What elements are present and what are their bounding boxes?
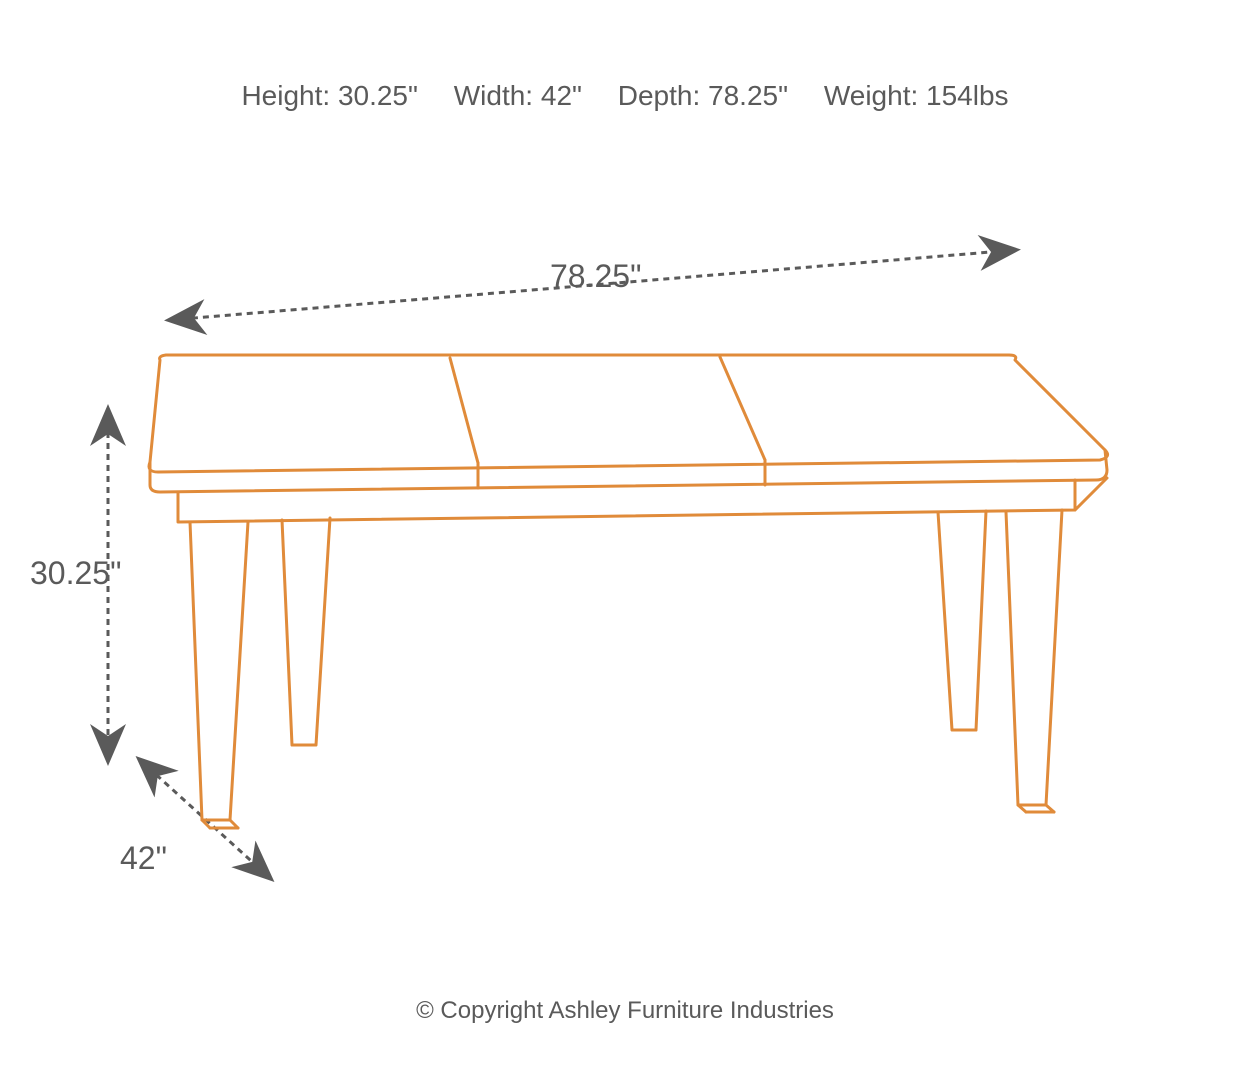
diagram-svg <box>0 0 1250 1080</box>
table-top-seam-2 <box>720 357 765 460</box>
diagram-container: Height: 30.25" Width: 42" Depth: 78.25" … <box>0 0 1250 1080</box>
leg-front-left <box>190 522 248 820</box>
copyright-line: © Copyright Ashley Furniture Industries <box>0 997 1250 1025</box>
table-illustration <box>149 355 1108 828</box>
leg-back-left <box>282 518 330 745</box>
leg-back-right <box>938 511 986 730</box>
leg-front-right <box>1006 510 1062 805</box>
table-apron-side <box>1075 478 1107 510</box>
depth-arrow <box>170 250 1015 320</box>
table-top-surface <box>149 355 1108 472</box>
table-top-seam-1 <box>450 358 478 463</box>
